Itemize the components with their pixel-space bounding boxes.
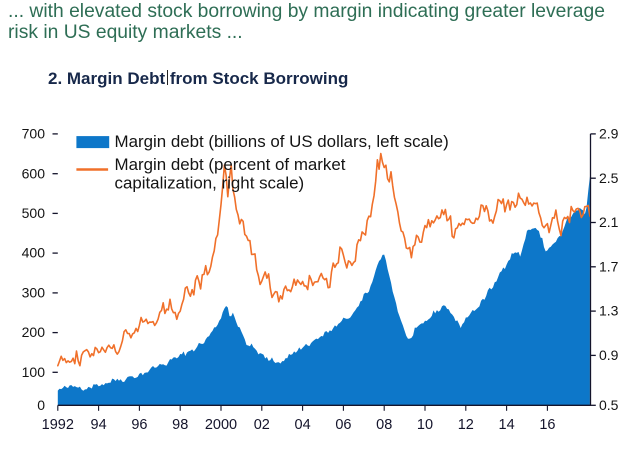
svg-text:10: 10 <box>417 417 433 433</box>
svg-text:200: 200 <box>22 324 46 340</box>
svg-text:400: 400 <box>22 245 46 261</box>
svg-text:700: 700 <box>22 126 46 142</box>
svg-text:94: 94 <box>91 417 107 433</box>
svg-text:2.9: 2.9 <box>599 126 619 142</box>
svg-text:1992: 1992 <box>42 417 74 433</box>
svg-text:600: 600 <box>22 165 46 181</box>
svg-text:08: 08 <box>376 417 392 433</box>
svg-text:96: 96 <box>131 417 147 433</box>
svg-text:98: 98 <box>172 417 188 433</box>
svg-text:02: 02 <box>254 417 270 433</box>
svg-text:300: 300 <box>22 285 46 301</box>
svg-text:capitalization, right scale): capitalization, right scale) <box>115 174 305 193</box>
svg-text:1.7: 1.7 <box>599 258 619 274</box>
svg-text:500: 500 <box>22 205 46 221</box>
svg-text:2.5: 2.5 <box>599 170 619 186</box>
svg-text:Margin debt (percent of market: Margin debt (percent of market <box>115 155 346 174</box>
svg-text:16: 16 <box>539 417 555 433</box>
svg-text:1.3: 1.3 <box>599 303 619 319</box>
svg-text:04: 04 <box>295 417 311 433</box>
svg-text:100: 100 <box>22 364 46 380</box>
svg-text:14: 14 <box>499 417 515 433</box>
svg-text:Margin debt (billions of US do: Margin debt (billions of US dollars, lef… <box>115 132 449 151</box>
svg-text:12: 12 <box>458 417 474 433</box>
svg-text:0.5: 0.5 <box>599 397 619 413</box>
svg-text:0: 0 <box>37 397 45 413</box>
svg-text:2000: 2000 <box>205 417 237 433</box>
svg-text:06: 06 <box>335 417 351 433</box>
svg-text:2.1: 2.1 <box>599 214 619 230</box>
svg-text:0.9: 0.9 <box>599 347 619 363</box>
